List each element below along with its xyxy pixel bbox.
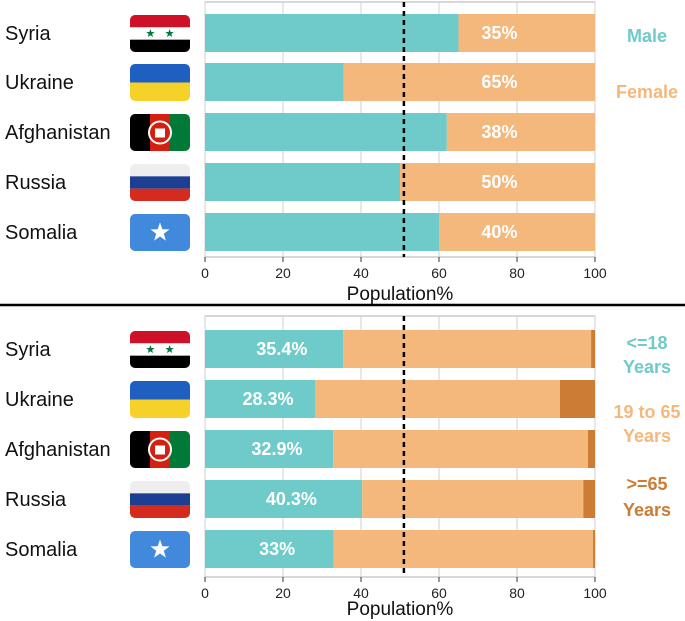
bar-ukraine-2 — [315, 380, 560, 418]
data-label: 38% — [481, 122, 517, 142]
legend-entry: Years — [623, 426, 671, 446]
data-label: 50% — [481, 172, 517, 192]
star-icon — [150, 222, 170, 241]
legend-entry: Years — [623, 500, 671, 520]
afghanistan-flag — [130, 114, 190, 151]
bar-somalia-2 — [439, 213, 595, 251]
x-tick-label: 40 — [353, 265, 369, 281]
somalia-flag — [130, 214, 190, 251]
bar-russia-3 — [583, 480, 595, 518]
x-tick-label: 80 — [509, 585, 525, 601]
legend-entry: Female — [616, 82, 678, 102]
bar-syria-3 — [591, 330, 595, 368]
x-tick-label: 0 — [201, 585, 209, 601]
category-label: Russia — [5, 172, 67, 194]
bar-ukraine-1 — [205, 380, 316, 418]
category-label: Syria — [5, 339, 51, 361]
category-label: Afghanistan — [5, 122, 111, 144]
x-tick-label: 40 — [353, 585, 369, 601]
afghanistan-flag — [130, 431, 190, 468]
syria-flag — [130, 15, 190, 52]
data-label: 65% — [481, 72, 517, 92]
chart-panel-1: 0 20 40 60 80 100 35% Syria 65% Ukraine 38% Afghani… — [5, 1, 678, 305]
x-axis-label: Population% — [347, 284, 454, 305]
bar-syria-1 — [205, 14, 459, 52]
category-label: Afghanistan — [5, 439, 111, 461]
x-tick-label: 20 — [275, 585, 291, 601]
ukraine-flag — [130, 381, 190, 418]
x-tick-label: 80 — [509, 265, 525, 281]
data-label: 40.3% — [266, 489, 317, 509]
legend-entry: >=65 — [626, 474, 667, 494]
bar-somalia-1 — [205, 213, 439, 251]
bar-syria-2 — [343, 330, 592, 368]
legend-entry: Years — [623, 357, 671, 377]
x-tick-label: 60 — [431, 585, 447, 601]
category-label: Ukraine — [5, 389, 74, 411]
ukraine-flag — [130, 64, 190, 101]
star-icon — [165, 345, 174, 354]
data-label: 28.3% — [242, 389, 293, 409]
bar-afghanistan-2 — [333, 430, 588, 468]
bar-russia-1 — [205, 163, 400, 201]
data-label: 35.4% — [256, 339, 307, 359]
category-label: Russia — [5, 489, 67, 511]
legend-entry: 19 to 65 — [613, 402, 680, 422]
bar-afghanistan-1 — [205, 430, 334, 468]
bar-russia-2 — [400, 163, 595, 201]
star-icon — [165, 29, 174, 38]
bar-russia-1 — [205, 480, 363, 518]
x-tick-label: 60 — [431, 265, 447, 281]
star-icon — [150, 539, 170, 558]
star-icon — [146, 345, 155, 354]
bar-somalia-3 — [593, 530, 595, 568]
chart-panel-2: 0 20 40 60 80 100 35.4% Syria 28.3% Ukraine 32.9% A… — [5, 315, 681, 620]
data-label: 32.9% — [251, 439, 302, 459]
category-label: Syria — [5, 23, 51, 45]
category-label: Ukraine — [5, 72, 74, 94]
category-label: Somalia — [5, 539, 78, 561]
bar-ukraine-3 — [559, 380, 595, 418]
x-tick-label: 20 — [275, 265, 291, 281]
x-axis-label: Population% — [347, 599, 454, 620]
star-icon — [146, 29, 155, 38]
bar-russia-2 — [362, 480, 584, 518]
russia-flag — [130, 481, 190, 518]
x-tick-label: 100 — [583, 265, 607, 281]
data-label: 33% — [259, 539, 295, 559]
data-label: 40% — [481, 222, 517, 242]
bar-somalia-2 — [333, 530, 594, 568]
russia-flag — [130, 164, 190, 201]
legend-entry: <=18 — [626, 333, 667, 353]
syria-flag — [130, 331, 190, 368]
somalia-flag — [130, 531, 190, 568]
x-tick-label: 100 — [583, 585, 607, 601]
data-label: 35% — [481, 23, 517, 43]
legend-entry: Male — [627, 26, 667, 46]
x-tick-label: 0 — [201, 265, 209, 281]
bar-afghanistan-3 — [587, 430, 595, 468]
bar-somalia-1 — [205, 530, 334, 568]
category-label: Somalia — [5, 222, 78, 244]
bar-afghanistan-2 — [446, 113, 595, 151]
bar-afghanistan-1 — [205, 113, 447, 151]
bar-ukraine-1 — [205, 63, 344, 101]
bar-syria-2 — [458, 14, 595, 52]
bar-ukraine-2 — [343, 63, 595, 101]
bar-syria-1 — [205, 330, 344, 368]
